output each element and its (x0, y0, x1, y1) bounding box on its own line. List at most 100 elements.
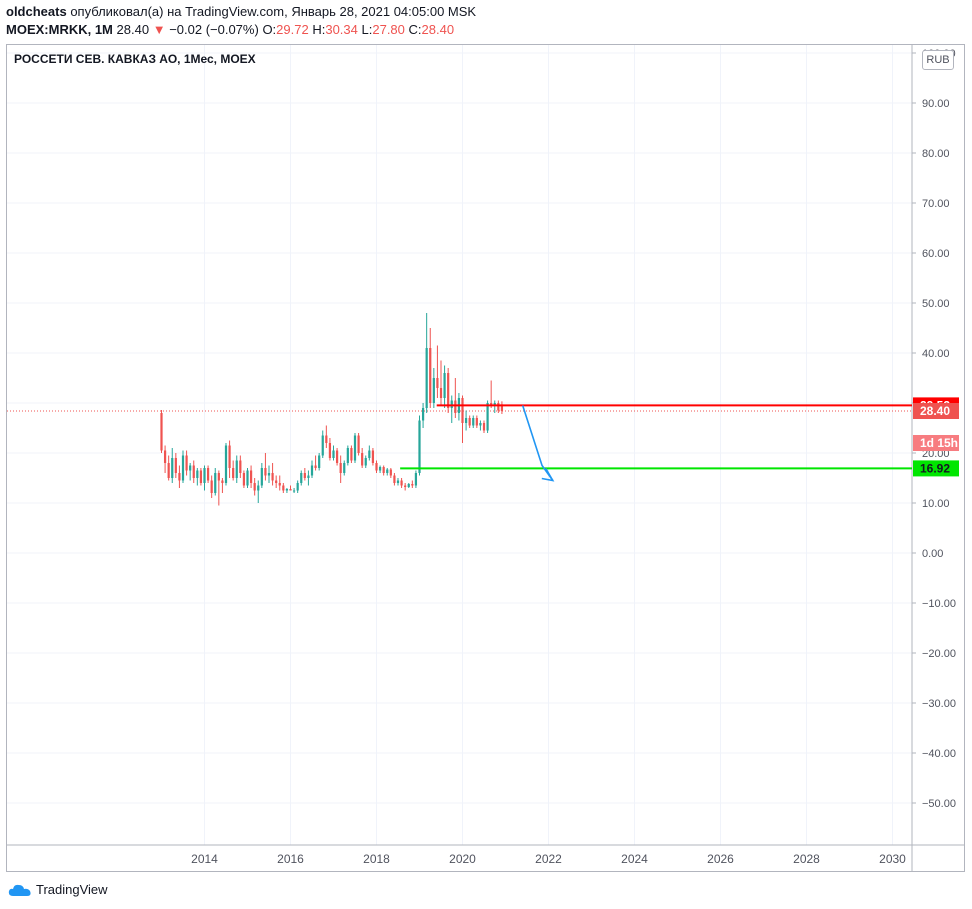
y-tick-label: 40.00 (922, 348, 950, 360)
low-value: 27.80 (372, 22, 405, 37)
candle-body (407, 484, 410, 487)
candle-body (364, 458, 367, 466)
candle-body (292, 490, 296, 492)
candle-body (328, 443, 332, 458)
candle-body (486, 403, 489, 431)
candle-body (418, 420, 421, 473)
candle-body (443, 373, 446, 398)
candle-body (490, 403, 493, 406)
candle-body (307, 475, 310, 478)
candle-body (493, 403, 496, 406)
candle-body (464, 418, 468, 423)
bar-countdown-tag: 1d 15h (920, 436, 958, 450)
candle-body (396, 480, 400, 483)
candle-body (242, 473, 246, 486)
high-value: 30.34 (325, 22, 358, 37)
support-price-tag-bg (913, 460, 959, 477)
candle-body (425, 348, 428, 408)
candle-body (482, 423, 486, 431)
y-tick-label: −20.00 (922, 648, 956, 660)
x-tick-label: 2026 (707, 852, 734, 866)
tradingview-cloud-icon (8, 884, 31, 896)
candle-body (500, 404, 504, 411)
candle-body (414, 473, 418, 486)
candle-body (439, 388, 443, 398)
candle-body (421, 408, 425, 421)
candle-body (271, 473, 274, 481)
candle-body (497, 403, 500, 411)
candle-body (429, 348, 432, 403)
close-value: 28.40 (421, 22, 455, 37)
candle-body (411, 484, 414, 486)
candle-body (296, 483, 299, 491)
candle-body (353, 435, 357, 461)
candle-body (264, 468, 267, 476)
y-tick-label: −30.00 (922, 698, 956, 710)
current-price-tag: 28.40 (920, 404, 950, 418)
candle-body (199, 470, 203, 483)
x-tick-label: 2024 (621, 852, 648, 866)
candle-body (217, 473, 220, 481)
candle-body (178, 473, 181, 481)
candle-body (282, 485, 285, 491)
candle-body (371, 450, 375, 463)
price-change: −0.02 (−0.07%) (169, 22, 259, 37)
footer: TradingView (8, 882, 108, 897)
candle-body (335, 450, 339, 463)
candle-body (382, 467, 385, 473)
candle-body (228, 445, 231, 468)
candle-body (389, 469, 392, 476)
symbol-label: MOEX:MRKK, 1M (6, 22, 113, 37)
candle-body (253, 483, 256, 491)
candle-body (386, 469, 389, 473)
author-name: oldcheats (6, 4, 67, 19)
candle-body (235, 460, 238, 478)
candle-body (181, 455, 185, 481)
candle-body (357, 435, 360, 453)
y-tick-label: 90.00 (922, 98, 950, 110)
candle-body (318, 455, 321, 468)
ohlc-legend: MOEX:MRKK, 1M 28.40 ▼ −0.02 (−0.07%) O:2… (6, 22, 454, 37)
candle-body (332, 450, 335, 458)
candle-body (325, 435, 328, 443)
candle-body (368, 450, 371, 458)
candle-body (314, 465, 317, 468)
x-tick-label: 2018 (363, 852, 390, 866)
x-tick-label: 2020 (449, 852, 476, 866)
candle-body (350, 448, 353, 461)
candle-body (267, 473, 271, 476)
candle-body (167, 463, 170, 478)
candle-body (221, 480, 224, 483)
candle-body (189, 465, 192, 471)
candle-body (171, 458, 174, 478)
y-tick-label: −50.00 (922, 798, 956, 810)
candle-body (361, 453, 364, 466)
candle-body (160, 413, 163, 451)
candle-body (257, 485, 260, 491)
close-label: C: (408, 22, 422, 37)
candle-body (275, 480, 278, 483)
y-tick-label: −10.00 (922, 598, 956, 610)
y-tick-label: 0.00 (922, 548, 943, 560)
candle-body (393, 475, 396, 483)
currency-button[interactable]: RUB (922, 50, 954, 70)
candle-body (239, 460, 242, 473)
candle-body (346, 448, 349, 463)
x-tick-label: 2016 (277, 852, 304, 866)
candle-body (375, 463, 378, 471)
candle-body (310, 465, 314, 476)
y-tick-label: 70.00 (922, 198, 950, 210)
candle-body (436, 378, 439, 388)
candle-body (285, 489, 289, 491)
open-label: O: (262, 22, 277, 37)
x-tick-label: 2014 (191, 852, 218, 866)
candle-body (232, 468, 235, 478)
x-tick-label: 2028 (793, 852, 820, 866)
candle-body (472, 418, 475, 426)
candle-body (339, 463, 342, 473)
candle-body (450, 400, 453, 408)
candle-body (214, 473, 217, 493)
y-tick-label: 50.00 (922, 298, 950, 310)
candle-body (475, 418, 478, 426)
